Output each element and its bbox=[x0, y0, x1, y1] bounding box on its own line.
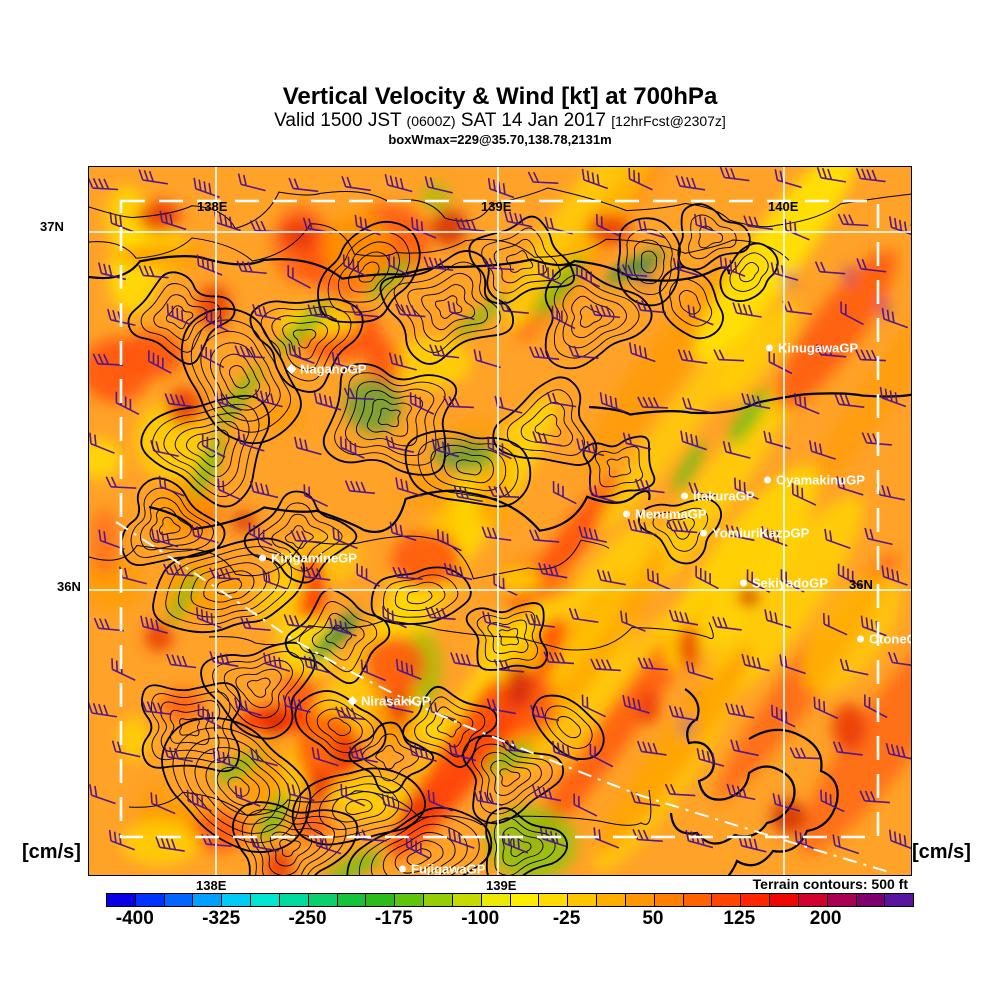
colorbar-segment bbox=[308, 894, 338, 906]
colorbar-segment bbox=[654, 894, 684, 906]
site-label-itakuragp: ItakuraGP bbox=[681, 489, 754, 504]
domain-dashed-box bbox=[119, 199, 880, 839]
colorbar-tick-label: -325 bbox=[202, 908, 241, 929]
colorbar-tick-label: -25 bbox=[552, 908, 581, 929]
colorbar-segment bbox=[625, 894, 655, 906]
colorbar-segment bbox=[510, 894, 540, 906]
site-label-fujigawagp: FujigawaGP bbox=[399, 861, 486, 876]
wind-barbs bbox=[89, 167, 911, 859]
colorbar-segment bbox=[597, 894, 626, 906]
site-label-naganogp: NaganoGP bbox=[286, 361, 367, 377]
site-name: OyamakinuGP bbox=[776, 472, 865, 488]
weather-map: NaganoGP KinugawaGP OyamakinuGP ItakuraGP Me… bbox=[88, 166, 912, 876]
colorbar-segment bbox=[279, 894, 309, 906]
page-title: Vertical Velocity & Wind [kt] at 700hPa bbox=[282, 83, 718, 110]
colorbar-tick-label: -400 bbox=[115, 908, 154, 929]
track-dash-dot-line bbox=[115, 521, 890, 873]
site-label-oyamakinugp: OyamakinuGP bbox=[764, 473, 865, 488]
colorbar-segment bbox=[164, 894, 194, 906]
site-marker-icon bbox=[857, 635, 864, 643]
terrain-contours-note: Terrain contours: 500 ft bbox=[752, 876, 908, 892]
site-name: NirasakiGP bbox=[361, 693, 431, 709]
forecast-tag: [12hrFcst@2307z] bbox=[611, 113, 726, 129]
colorbar-segment bbox=[222, 894, 252, 906]
colorbar bbox=[106, 893, 914, 907]
lon-label-bottom: 139E bbox=[486, 878, 517, 893]
site-marker-icon bbox=[700, 529, 707, 537]
colorbar-segment bbox=[712, 894, 742, 906]
colorbar-segment bbox=[251, 894, 280, 906]
site-marker-icon bbox=[399, 865, 406, 873]
colorbar-tick-label: 50 bbox=[642, 908, 664, 929]
lon-label-top: 138E bbox=[197, 199, 228, 214]
site-marker-icon bbox=[259, 554, 266, 562]
site-label-nirasakigp: NirasakiGP bbox=[347, 693, 431, 709]
valid-prefix: Valid 1500 JST bbox=[274, 110, 407, 131]
map-canvas bbox=[89, 167, 911, 875]
colorbar-tick-label: 125 bbox=[723, 908, 756, 929]
site-label-kinugawagp: KinugawaGP bbox=[766, 341, 858, 356]
colorbar-segment bbox=[568, 894, 598, 906]
lon-label-bottom: 138E bbox=[196, 878, 227, 893]
site-name: YomiuriKazoGP bbox=[712, 525, 810, 541]
lat-label: 36N bbox=[57, 579, 81, 594]
colorbar-segment bbox=[770, 894, 799, 906]
colorbar-segment bbox=[193, 894, 223, 906]
coastline bbox=[669, 688, 839, 875]
site-name: KirigamineGP bbox=[271, 550, 357, 566]
colorbar-tick-label: -250 bbox=[288, 908, 327, 929]
site-marker-icon bbox=[766, 344, 773, 352]
site-label-kirigaminegp: KirigamineGP bbox=[259, 551, 357, 566]
colorbar-segment bbox=[395, 894, 425, 906]
colorbar-segment bbox=[798, 894, 828, 906]
site-name: FujigawaGP bbox=[411, 861, 486, 876]
site-label-menumagp: MenumaGP bbox=[623, 507, 707, 522]
lon-label-top: 140E bbox=[768, 199, 799, 214]
site-name: NaganoGP bbox=[300, 361, 367, 377]
site-label-sekiyadogp: SekiyadoGP bbox=[740, 576, 828, 591]
valid-time-line: Valid 1500 JST (0600Z) SAT 14 Jan 2017 [… bbox=[0, 110, 1000, 132]
site-marker-icon bbox=[286, 364, 297, 374]
site-name: MenumaGP bbox=[635, 506, 707, 522]
colorbar-segment bbox=[741, 894, 771, 906]
units-label-left: [cm/s] bbox=[22, 841, 81, 863]
site-name: KinugawaGP bbox=[778, 340, 859, 356]
site-label-otonegp: OtoneGP bbox=[857, 631, 911, 647]
colorbar-tick-label: 200 bbox=[809, 908, 842, 929]
colorbar-segment bbox=[885, 894, 914, 906]
site-label-yomiurikazogp: YomiuriKazoGP bbox=[700, 526, 809, 541]
colorbar-tick-label: -175 bbox=[374, 908, 413, 929]
colorbar-segment bbox=[337, 894, 367, 906]
colorbar-segment bbox=[424, 894, 453, 906]
site-name: SekiyadoGP bbox=[752, 575, 828, 591]
colorbar-segment bbox=[683, 894, 713, 906]
colorbar-segment bbox=[107, 894, 136, 906]
colorbar-segment bbox=[827, 894, 857, 906]
colorbar-segment bbox=[452, 894, 482, 906]
colorbar-segment bbox=[539, 894, 569, 906]
colorbar-segment bbox=[366, 894, 396, 906]
site-marker-icon bbox=[764, 476, 771, 484]
site-marker-icon bbox=[740, 579, 747, 587]
graticule-lines bbox=[89, 167, 911, 875]
units-label-right: [cm/s] bbox=[912, 841, 971, 863]
colorbar-segment bbox=[856, 894, 886, 906]
lon-label-top: 139E bbox=[481, 199, 512, 214]
valid-utc: (0600Z) bbox=[406, 113, 456, 129]
site-marker-icon bbox=[681, 492, 688, 500]
site-name: ItakuraGP bbox=[693, 488, 755, 504]
colorbar-tick-label: -100 bbox=[461, 908, 500, 929]
valid-date: SAT 14 Jan 2017 bbox=[455, 110, 612, 131]
lat-label: 37N bbox=[40, 219, 64, 234]
boxwmax-line: boxWmax=229@35.70,138.78,2131m bbox=[388, 132, 612, 147]
colorbar-segment bbox=[135, 894, 165, 906]
site-marker-icon bbox=[347, 696, 358, 706]
site-marker-icon bbox=[623, 510, 630, 518]
lat-label: 36N bbox=[849, 577, 873, 592]
colorbar-segment bbox=[481, 894, 511, 906]
site-name: OtoneGP bbox=[869, 631, 911, 647]
